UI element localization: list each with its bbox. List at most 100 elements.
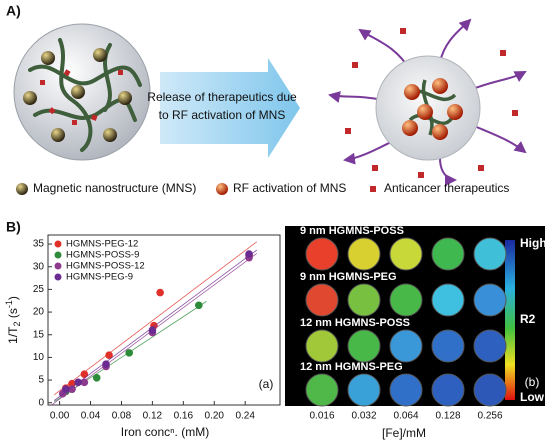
phantom-well — [389, 373, 423, 407]
phantom-well — [473, 373, 507, 407]
y-label-part: 2 — [12, 322, 22, 327]
legend-label: HGMNS-PEG-9 — [66, 272, 133, 283]
data-point — [80, 378, 89, 387]
x-tick-label: 0.16 — [174, 411, 194, 422]
phantom-well — [347, 283, 381, 317]
data-point — [74, 378, 82, 387]
x-tick-label: 0.08 — [112, 411, 132, 422]
annotation: (a) — [259, 377, 274, 391]
panel-label: A) — [6, 3, 21, 19]
column-label: 0.064 — [393, 411, 418, 422]
legend-marker — [54, 240, 62, 248]
x-tick-label: 0.24 — [235, 411, 255, 422]
phantom-well — [305, 237, 339, 271]
phantom-well — [347, 373, 381, 407]
x-axis-label: [Fe]/mM — [382, 426, 426, 440]
phantom-well — [305, 283, 339, 317]
row-label: 9 nm HGMNS-POSS — [300, 225, 404, 237]
phantom-well — [473, 329, 507, 363]
annotation: (b) — [525, 375, 540, 389]
phantom-well — [389, 329, 423, 363]
plot-area — [47, 234, 281, 406]
colorbar-label: High — [520, 236, 547, 250]
colorbar-label: R2 — [520, 312, 536, 326]
legend-label: HGMNS-POSS-9 — [66, 250, 139, 261]
fit-line — [53, 241, 258, 396]
legend-marker — [54, 273, 62, 281]
y-axis-label: 1/T2 (s-1) — [4, 296, 22, 344]
x-tick-label: 0.20 — [205, 411, 225, 422]
release-arrow — [160, 58, 300, 158]
phantom-well — [431, 373, 465, 407]
panel-a: A) Release of therapeutics due to RF act… — [6, 3, 527, 195]
phantom-well — [305, 329, 339, 363]
data-point — [195, 301, 203, 310]
y-tick-label: 30 — [33, 261, 45, 272]
x-tick-label: 0.12 — [143, 411, 163, 422]
phantom-well — [431, 283, 465, 317]
phantom-well — [431, 329, 465, 363]
data-point — [80, 370, 89, 378]
data-point — [102, 360, 110, 369]
legend-text: Anticancer therapeutics — [384, 181, 509, 195]
data-point — [68, 385, 76, 393]
phantom-well — [389, 283, 423, 317]
arrow-text: to RF activation of MNS — [159, 108, 286, 122]
y-tick-label: 0 — [38, 397, 44, 408]
legend-icon — [370, 186, 376, 192]
phantom-well — [389, 237, 423, 271]
data-point — [148, 326, 157, 335]
data-point — [61, 385, 70, 393]
x-tick-label: 0.00 — [50, 411, 70, 422]
phantom-well — [347, 329, 381, 363]
phantom-well — [305, 373, 339, 407]
row-label: 9 nm HGMNS-PEG — [300, 271, 397, 283]
panel-label: B) — [6, 219, 21, 235]
data-point — [156, 288, 164, 297]
y-tick-label: 5 — [38, 375, 44, 386]
legend-text: Magnetic nanostructure (MNS) — [33, 181, 196, 195]
y-tick-label: 20 — [33, 307, 45, 318]
column-label: 0.128 — [435, 411, 460, 422]
phantom-well — [431, 237, 465, 271]
column-label: 0.016 — [309, 411, 334, 422]
colorbar — [505, 240, 515, 400]
data-point — [105, 351, 113, 359]
data-point — [245, 250, 253, 258]
y-tick-label: 25 — [33, 284, 45, 295]
legend-marker — [54, 251, 62, 259]
colorbar-label: Low — [520, 390, 545, 404]
chart: B) 1/T2 (s-1) Iron concⁿ. (mM) (a) 0 5 10 1… — [4, 219, 281, 439]
arrow-text: Release of therapeutics due — [147, 90, 297, 104]
column-label: 0.256 — [477, 411, 502, 422]
data-point — [125, 349, 133, 357]
data-point — [92, 374, 101, 382]
released-drugs — [345, 28, 518, 178]
mns-particles — [23, 48, 132, 142]
y-label-part: ) — [6, 296, 20, 300]
legend-icon — [216, 183, 228, 195]
row-label: 12 nm HGMNS-POSS — [300, 317, 410, 329]
legend-text: RF activation of MNS — [233, 181, 346, 195]
y-tick-label: 35 — [33, 239, 45, 250]
column-label: 0.032 — [351, 411, 376, 422]
legend-label: HGMNS-PEG-12 — [66, 239, 138, 250]
legend-marker — [54, 262, 62, 270]
y-tick-label: 10 — [33, 352, 45, 363]
phantom-well — [473, 237, 507, 271]
phantom-well — [473, 283, 507, 317]
activated-particles — [402, 78, 463, 140]
panel-b: High R2 Low (b) [Fe]/mM 9 nm HGMNS-POSS 9… — [285, 225, 547, 440]
fit-line — [53, 249, 258, 401]
x-axis-label: Iron concⁿ. (mM) — [121, 425, 209, 439]
x-tick-label: 0.04 — [81, 411, 101, 422]
y-label-part: (s — [6, 308, 20, 321]
drug-molecules — [40, 69, 123, 125]
y-label-part: -1 — [4, 300, 14, 308]
phantom-well — [347, 237, 381, 271]
legend-label: HGMNS-POSS-12 — [66, 261, 145, 272]
y-tick-label: 15 — [33, 329, 45, 340]
row-label: 12 nm HGMNS-PEG — [300, 361, 403, 373]
y-label-part: 1/T — [6, 326, 20, 344]
